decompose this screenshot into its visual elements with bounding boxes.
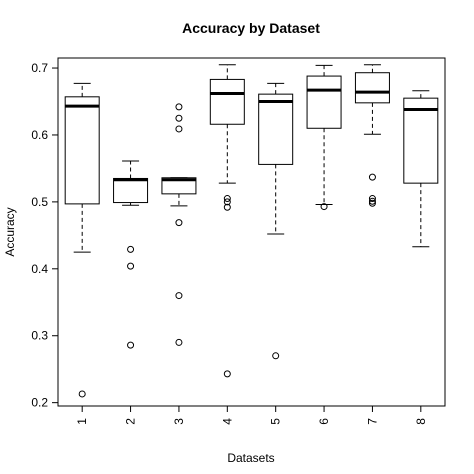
x-tick-label: 6: [317, 418, 331, 425]
box-7: [354, 64, 390, 207]
outlier-point: [272, 352, 280, 360]
outlier-point: [78, 390, 86, 398]
outlier-point: [175, 125, 183, 133]
outlier-point: [175, 338, 183, 346]
outlier-point: [320, 203, 328, 211]
outlier-point: [175, 292, 183, 300]
box-body: [306, 75, 342, 129]
y-tick-label: 0.5: [31, 195, 48, 209]
plot-frame: [57, 57, 446, 407]
x-tick-label: 4: [220, 418, 234, 425]
x-axis: 1 2 3 4 5 6 7 8: [75, 405, 428, 425]
x-tick-label: 1: [75, 418, 89, 425]
x-tick-label: 8: [414, 418, 428, 425]
outlier-point: [223, 198, 231, 206]
box-4: [209, 64, 245, 378]
outlier-point: [368, 195, 376, 203]
x-tick-label: 2: [124, 418, 138, 425]
box-body: [403, 97, 439, 184]
y-tick-label: 0.7: [31, 61, 48, 75]
box-3: [161, 103, 197, 346]
outlier-point: [175, 103, 183, 111]
y-tick-label: 0.3: [31, 329, 48, 343]
outlier-point: [368, 199, 376, 207]
y-tick-label: 0.6: [31, 128, 48, 142]
y-axis-label: Accuracy: [3, 207, 17, 256]
box-body: [113, 177, 149, 204]
box-5: [258, 82, 294, 360]
x-tick-label: 5: [269, 418, 283, 425]
box-1: [64, 82, 100, 398]
y-tick-label: 0.4: [31, 262, 48, 276]
outlier-point: [127, 245, 135, 253]
box-body: [258, 93, 294, 165]
outlier-point: [223, 195, 231, 203]
y-tick-label: 0.2: [31, 396, 48, 410]
outlier-point: [127, 262, 135, 270]
outlier-point: [368, 197, 376, 205]
box-body: [209, 78, 245, 125]
outlier-point: [368, 173, 376, 181]
outlier-point: [223, 370, 231, 378]
box-body: [161, 177, 197, 195]
box-body: [354, 72, 390, 104]
outlier-point: [175, 114, 183, 122]
y-axis: 0.2 0.3 0.4 0.5 0.6 0.7: [31, 61, 59, 410]
x-tick-label: 3: [172, 418, 186, 425]
outlier-point: [175, 219, 183, 227]
outlier-point: [223, 203, 231, 211]
box-group: [64, 64, 439, 398]
box-8: [403, 90, 439, 248]
chart-title: Accuracy by Dataset: [182, 20, 320, 36]
box-2: [113, 160, 149, 349]
box-6: [306, 64, 342, 211]
x-tick-label: 7: [365, 418, 379, 425]
x-axis-label: Datasets: [227, 451, 274, 465]
box-body: [64, 96, 100, 205]
outlier-point: [127, 341, 135, 349]
